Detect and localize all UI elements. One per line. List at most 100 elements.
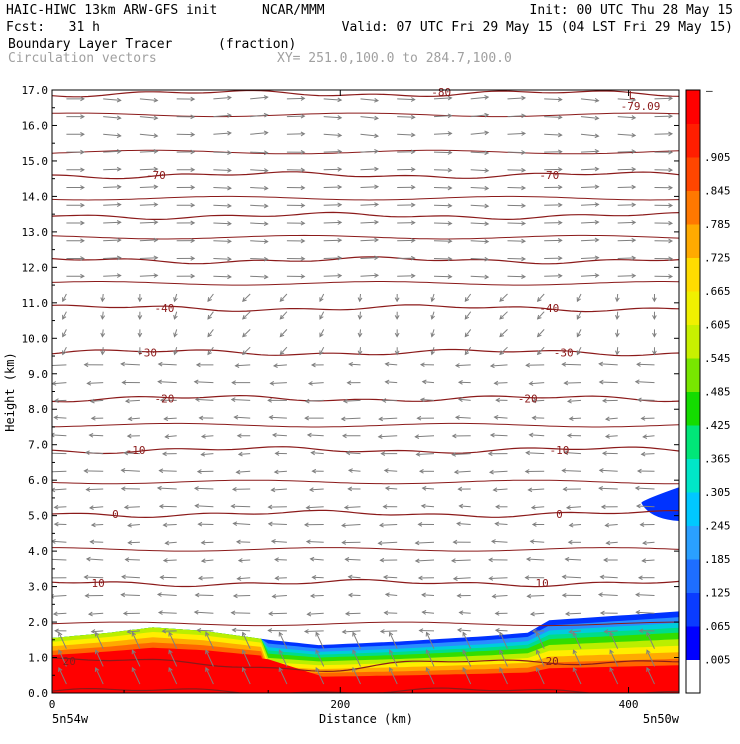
vector-arrow bbox=[197, 630, 213, 631]
vector-arrow bbox=[637, 364, 654, 365]
vector-arrow bbox=[231, 506, 250, 507]
org-label: NCAR/MMM bbox=[262, 3, 325, 18]
y-tick-label: 1.0 bbox=[28, 652, 48, 665]
vector-arrow bbox=[287, 134, 305, 135]
colorbar-label: .845 bbox=[704, 185, 731, 198]
colorbar-swatch bbox=[686, 90, 700, 124]
vector-arrow bbox=[508, 276, 526, 277]
vector-arrow bbox=[564, 383, 581, 384]
vector-arrow bbox=[269, 613, 287, 614]
colorbar-swatch bbox=[686, 526, 700, 560]
x-tick-label: 200 bbox=[330, 698, 350, 711]
vector-arrow bbox=[397, 117, 415, 118]
colorbar-label: .005 bbox=[704, 654, 731, 667]
colorbar-top-label: – bbox=[706, 84, 713, 97]
vector-arrow bbox=[90, 435, 104, 436]
vector-arrow bbox=[655, 98, 673, 99]
vector-arrow bbox=[196, 595, 214, 596]
colorbar-swatch bbox=[686, 492, 700, 526]
y-tick-label: 2.0 bbox=[28, 616, 48, 629]
vector-arrow bbox=[213, 188, 231, 189]
vector-arrow bbox=[456, 365, 471, 366]
vector-arrow bbox=[311, 596, 324, 597]
x-endpoint-right: 5n50w bbox=[643, 712, 680, 726]
colorbar-label: .125 bbox=[704, 587, 731, 600]
y-tick-label: 0.0 bbox=[28, 687, 48, 700]
field-name: Boundary Layer Tracer bbox=[8, 37, 173, 52]
vector-arrow bbox=[618, 276, 636, 277]
vector-arrow bbox=[90, 542, 103, 543]
y-tick-label: 15.0 bbox=[22, 155, 49, 168]
vector-arrow bbox=[508, 170, 526, 171]
vector-arrow bbox=[434, 259, 452, 260]
vector-arrow bbox=[195, 488, 213, 489]
contour-label: -10 bbox=[549, 444, 569, 457]
vector-arrow bbox=[125, 507, 140, 508]
vector-arrow bbox=[128, 542, 140, 543]
colorbar-label: .305 bbox=[704, 486, 731, 499]
vector-arrow bbox=[164, 525, 177, 526]
y-tick-label: 16.0 bbox=[22, 119, 49, 132]
vector-arrow bbox=[544, 99, 562, 100]
colorbar-swatch bbox=[686, 258, 700, 292]
colorbar-swatch bbox=[686, 425, 700, 459]
vector-arrow bbox=[618, 169, 636, 170]
vector-arrow bbox=[655, 116, 673, 117]
vector-arrow bbox=[237, 542, 250, 543]
colorbar-swatch bbox=[686, 626, 700, 660]
vector-arrow bbox=[381, 631, 397, 632]
y-tick-label: 9.0 bbox=[28, 368, 48, 381]
init-label: Init: 00 UTC Thu 28 May 15 bbox=[530, 3, 734, 18]
colorbar-label: .065 bbox=[704, 620, 731, 633]
vector-arrow bbox=[159, 471, 176, 472]
vector-arrow bbox=[126, 560, 140, 561]
x-axis-label: Distance (km) bbox=[319, 712, 413, 726]
vector-arrow bbox=[199, 578, 213, 579]
vector-arrow bbox=[642, 454, 655, 455]
vector-arrow bbox=[562, 364, 581, 365]
vector-arrow bbox=[202, 542, 214, 543]
vector-arrow bbox=[495, 383, 508, 384]
vector-arrow bbox=[397, 99, 415, 100]
colorbar-swatch bbox=[686, 191, 700, 225]
vector-arrow bbox=[384, 577, 397, 578]
field-units: (fraction) bbox=[218, 37, 296, 52]
y-tick-label: 5.0 bbox=[28, 510, 48, 523]
colorbar-swatch bbox=[686, 559, 700, 593]
x-tick-label: 0 bbox=[49, 698, 56, 711]
x-tick-label: 400 bbox=[619, 698, 639, 711]
vector-arrow bbox=[618, 205, 636, 206]
colorbar-swatch bbox=[686, 291, 700, 325]
vector-arrow bbox=[103, 169, 121, 170]
y-tick-label: 13.0 bbox=[22, 226, 49, 239]
vector-arrow bbox=[434, 223, 452, 224]
vector-arrow bbox=[638, 400, 655, 401]
vector-arrow bbox=[103, 187, 121, 188]
colorbar-label: .365 bbox=[704, 453, 731, 466]
vector-arrow bbox=[655, 134, 673, 135]
contour-label: 10 bbox=[535, 577, 548, 590]
x-endpoint-left: 5n54w bbox=[52, 712, 89, 726]
vector-arrow bbox=[213, 152, 231, 153]
vector-arrow bbox=[232, 613, 251, 614]
vector-arrow bbox=[508, 259, 526, 260]
y-tick-label: 10.0 bbox=[22, 332, 49, 345]
colorbar-label: .725 bbox=[704, 252, 731, 265]
vector-arrow bbox=[434, 188, 452, 189]
xy-label: XY= 251.0,100.0 to 284.7,100.0 bbox=[277, 51, 512, 66]
vector-arrow bbox=[618, 222, 636, 223]
contour-label: -30 bbox=[554, 347, 574, 360]
vector-arrow bbox=[508, 223, 526, 224]
colorbar-swatch bbox=[686, 325, 700, 359]
vector-arrow bbox=[434, 170, 452, 171]
colorbar-label: .665 bbox=[704, 285, 731, 298]
vector-arrow bbox=[234, 596, 250, 597]
y-tick-label: 12.0 bbox=[22, 261, 49, 274]
y-tick-label: 11.0 bbox=[22, 297, 49, 310]
colorbar-label: .605 bbox=[704, 319, 731, 332]
colorbar-label: .905 bbox=[704, 151, 731, 164]
vector-arrow bbox=[86, 489, 103, 490]
vector-arrow bbox=[213, 170, 231, 171]
y-tick-label: 3.0 bbox=[28, 581, 48, 594]
contour-label: -20 bbox=[518, 393, 538, 406]
